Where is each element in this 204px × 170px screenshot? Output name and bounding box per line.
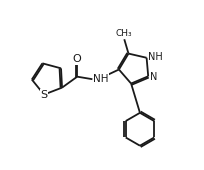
Text: N: N	[150, 72, 158, 82]
Text: NH: NH	[148, 52, 163, 62]
Text: S: S	[40, 90, 48, 100]
Text: CH₃: CH₃	[116, 29, 133, 38]
Text: NH: NH	[93, 74, 109, 84]
Text: O: O	[73, 54, 82, 64]
